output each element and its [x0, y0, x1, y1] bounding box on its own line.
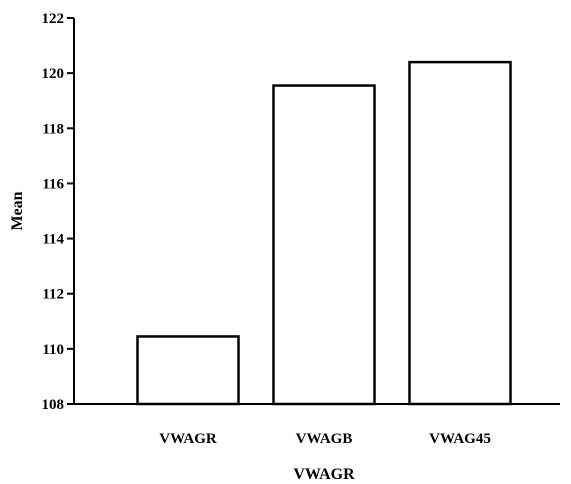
x-tick-label: VWAGB [296, 431, 353, 447]
bar [408, 60, 512, 406]
x-axis-title: VWAGR [293, 466, 355, 483]
y-tick-label: 114 [42, 232, 64, 248]
y-ticks: 108 110 112 114 116 118 120 122 [42, 11, 74, 413]
x-ticks: VWAGR VWAGB VWAG45 [159, 431, 491, 447]
y-tick-label: 110 [42, 342, 64, 358]
y-tick-label: 116 [42, 176, 64, 192]
y-tick-label: 120 [42, 66, 65, 82]
y-tick-label: 122 [42, 11, 65, 27]
y-axis: 108 110 112 114 116 118 120 122 [42, 11, 75, 413]
y-axis-title: Mean [9, 191, 26, 230]
x-tick-label: VWAG45 [429, 431, 491, 447]
x-axis: VWAGR VWAGB VWAG45 [74, 403, 560, 447]
y-tick-label: 112 [42, 287, 64, 303]
bar [272, 84, 376, 406]
bars [136, 60, 512, 406]
y-tick-label: 108 [42, 397, 65, 413]
x-tick-label: VWAGR [159, 431, 217, 447]
y-tick-label: 118 [42, 121, 64, 137]
bar [136, 335, 240, 406]
